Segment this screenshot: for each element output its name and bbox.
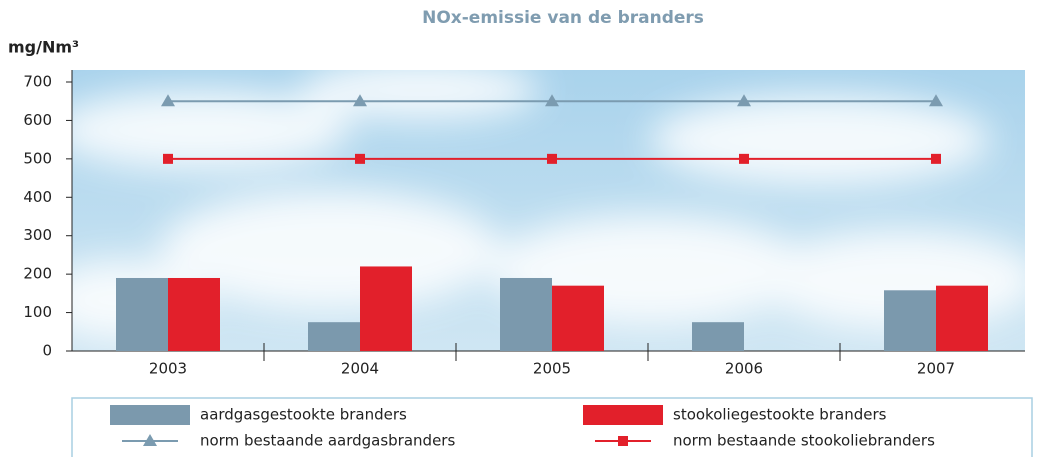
y-tick-label: 0 [42, 342, 52, 360]
legend-swatch [110, 405, 190, 425]
line-marker [355, 153, 365, 164]
bar [936, 285, 988, 351]
chart-title: NOx-emissie van de branders [422, 8, 704, 28]
y-tick-label: 600 [23, 111, 52, 129]
x-tick-label: 2003 [149, 360, 187, 378]
legend-marker [143, 434, 157, 446]
bar [552, 285, 604, 351]
bar [884, 290, 936, 351]
line-marker [737, 94, 751, 107]
legend-box [71, 397, 1033, 457]
legend-label: stookoliegestookte branders [673, 406, 887, 424]
x-tick-label: 2007 [917, 360, 955, 378]
bar [116, 277, 168, 351]
line-marker [931, 153, 941, 164]
legend-label: norm bestaande aardgasbranders [200, 432, 455, 450]
bar [308, 322, 360, 351]
legend-marker [618, 436, 628, 446]
y-tick-label: 400 [23, 188, 52, 206]
line-marker [929, 94, 943, 107]
line-marker [545, 94, 559, 107]
y-tick-label: 300 [23, 226, 52, 244]
x-tick-label: 2006 [725, 360, 763, 378]
line-marker [161, 94, 175, 107]
y-tick-label: 200 [23, 265, 52, 283]
bar [500, 277, 552, 351]
line-marker [163, 153, 173, 164]
y-tick-label: 100 [23, 303, 52, 321]
bar [360, 266, 412, 351]
x-tick-label: 2004 [341, 360, 379, 378]
bar [692, 322, 744, 351]
y-tick-label: 700 [23, 73, 52, 91]
line-marker [739, 153, 749, 164]
line-marker [547, 153, 557, 164]
legend-swatch [583, 405, 663, 425]
y-axis-label: mg/Nm³ [8, 38, 79, 57]
legend-label: norm bestaande stookoliebranders [673, 432, 935, 450]
legend-label: aardgasgestookte branders [200, 406, 407, 424]
x-tick-label: 2005 [533, 360, 571, 378]
bar [168, 277, 220, 351]
y-tick-label: 500 [23, 149, 52, 167]
line-marker [353, 94, 367, 107]
